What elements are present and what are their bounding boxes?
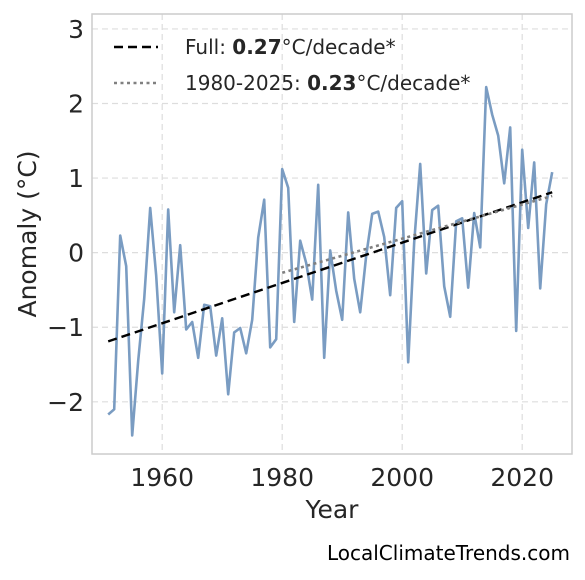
y-tick-label: −2 [47, 388, 84, 417]
x-tick-label: 2020 [490, 463, 554, 492]
y-tick-label: 1 [68, 164, 84, 193]
legend-entry: Full: 0.27°C/decade* [185, 35, 396, 59]
y-axis-label: Anomaly (°C) [13, 150, 42, 317]
x-tick-label: 2000 [370, 463, 434, 492]
trend-lines [107, 191, 553, 343]
legend-entry: 1980-2025: 0.23°C/decade* [185, 71, 470, 95]
legend: Full: 0.27°C/decade* 1980-2025: 0.23°C/de… [114, 35, 470, 95]
x-axis-label: Year [305, 495, 360, 524]
tick-labels: 1960 1980 2000 2020 −2 −1 0 1 2 3 [47, 15, 554, 492]
source-credit: LocalClimateTrends.com [327, 541, 570, 565]
grid [92, 14, 572, 454]
x-tick-label: 1980 [250, 463, 314, 492]
x-tick-label: 1960 [130, 463, 194, 492]
dashed-trend-line [107, 191, 553, 343]
y-tick-label: −1 [47, 313, 84, 342]
y-tick-label: 2 [68, 89, 84, 118]
dotted-trend-line [281, 194, 553, 275]
plot-frame [91, 13, 573, 455]
anomaly-series-line [107, 85, 554, 437]
y-tick-label: 0 [68, 239, 84, 268]
y-tick-label: 3 [68, 15, 84, 44]
data-series [107, 85, 554, 437]
